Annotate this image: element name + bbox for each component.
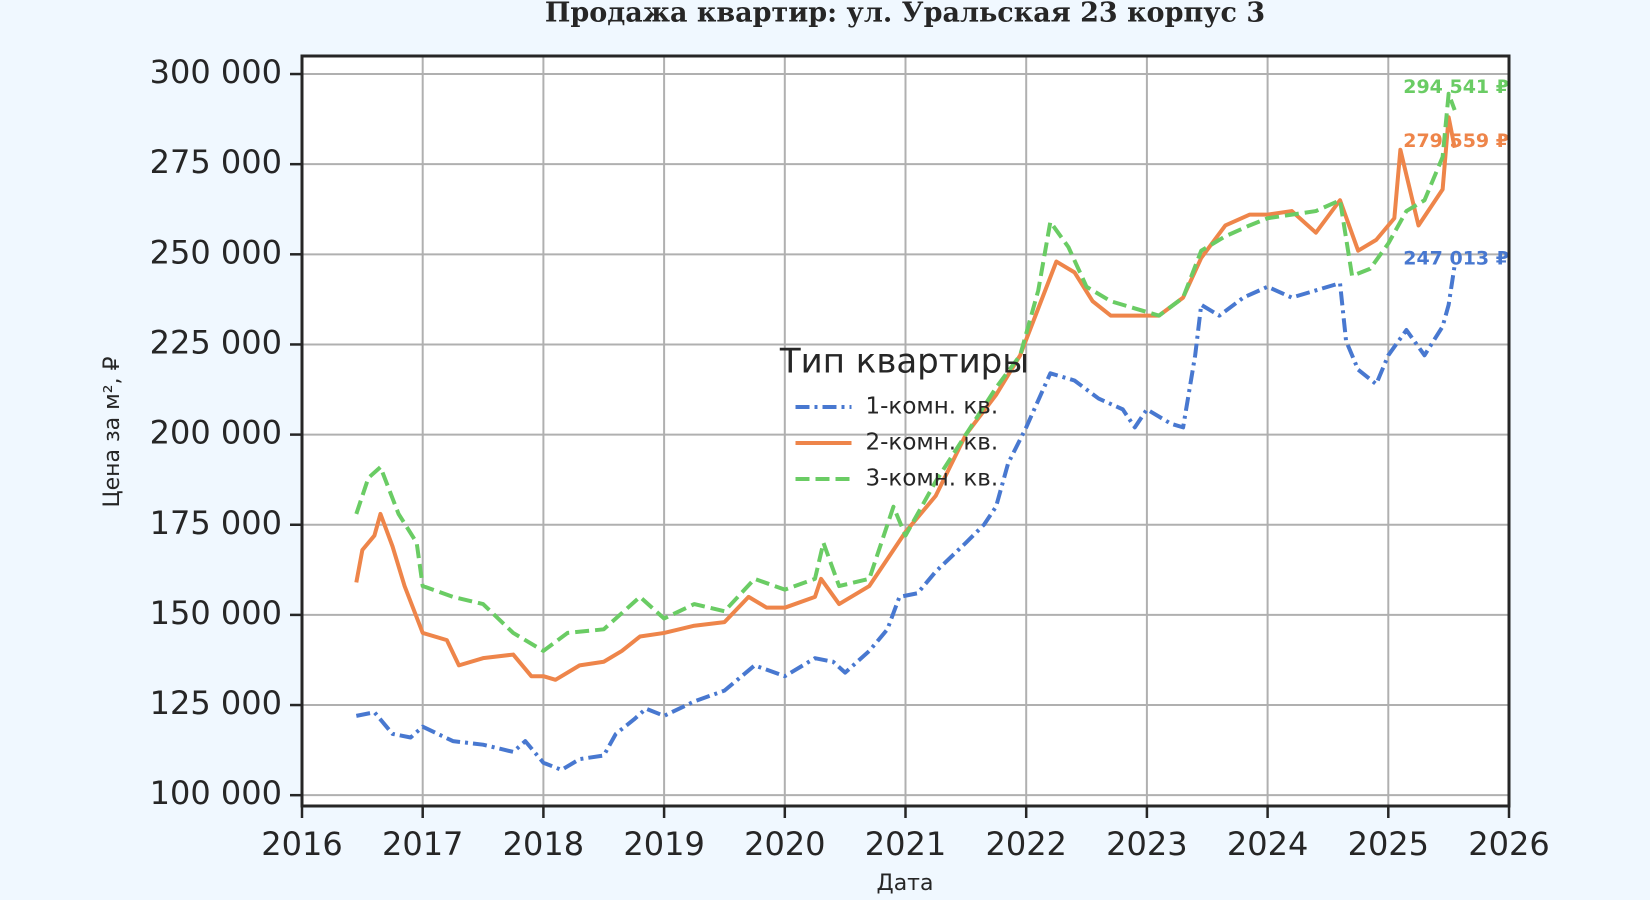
y-tick-label: 250 000 bbox=[150, 233, 282, 271]
y-tick-label: 275 000 bbox=[150, 143, 282, 181]
y-tick-label: 175 000 bbox=[150, 504, 282, 542]
y-axis-label: Цена за м², ₽ bbox=[100, 356, 125, 507]
x-tick-label: 2022 bbox=[985, 825, 1066, 863]
legend-title: Тип квартиры bbox=[779, 342, 1029, 382]
y-tick-label: 150 000 bbox=[150, 594, 282, 632]
x-tick-label: 2016 bbox=[261, 825, 342, 863]
series-line bbox=[354, 91, 1457, 653]
legend-label: 2-комн. кв. bbox=[866, 430, 999, 456]
x-tick-label: 2021 bbox=[865, 825, 946, 863]
x-tick-label: 2017 bbox=[382, 825, 463, 863]
axes: 100 000 125 000 150 000 175 000 200 000 225 0… bbox=[150, 53, 1550, 863]
series-line bbox=[355, 264, 1457, 772]
y-tick-label: 200 000 bbox=[150, 414, 282, 452]
legend: Тип квартиры 1-комн. кв. 2-комн. кв. 3-комн… bbox=[779, 342, 1029, 492]
end-value-label: 247 013 ₽ bbox=[1403, 248, 1509, 270]
x-tick-label: 2025 bbox=[1348, 825, 1429, 863]
grid bbox=[301, 56, 1510, 806]
end-value-label: 294 541 ₽ bbox=[1403, 76, 1509, 98]
y-tick-label: 125 000 bbox=[150, 684, 282, 722]
x-tick-label: 2018 bbox=[503, 825, 584, 863]
lines: 294 541 ₽ 279 559 ₽ 247 013 ₽ bbox=[354, 76, 1509, 772]
x-tick-label: 2019 bbox=[623, 825, 704, 863]
x-axis-label: Дата bbox=[877, 871, 934, 896]
y-tick-label: 100 000 bbox=[150, 774, 282, 812]
legend-label: 3-комн. кв. bbox=[866, 466, 999, 492]
series-line bbox=[354, 115, 1457, 682]
y-tick-label: 225 000 bbox=[150, 323, 282, 361]
x-tick-label: 2023 bbox=[1106, 825, 1187, 863]
x-tick-label: 2026 bbox=[1468, 825, 1549, 863]
legend-label: 1-комн. кв. bbox=[866, 394, 999, 420]
x-tick-label: 2024 bbox=[1227, 825, 1308, 863]
chart-title: Продажа квартир: ул. Уральская 23 корпус… bbox=[545, 0, 1265, 29]
x-tick-label: 2020 bbox=[744, 825, 825, 863]
y-tick-label: 300 000 bbox=[150, 53, 282, 91]
end-value-label: 279 559 ₽ bbox=[1403, 130, 1509, 152]
